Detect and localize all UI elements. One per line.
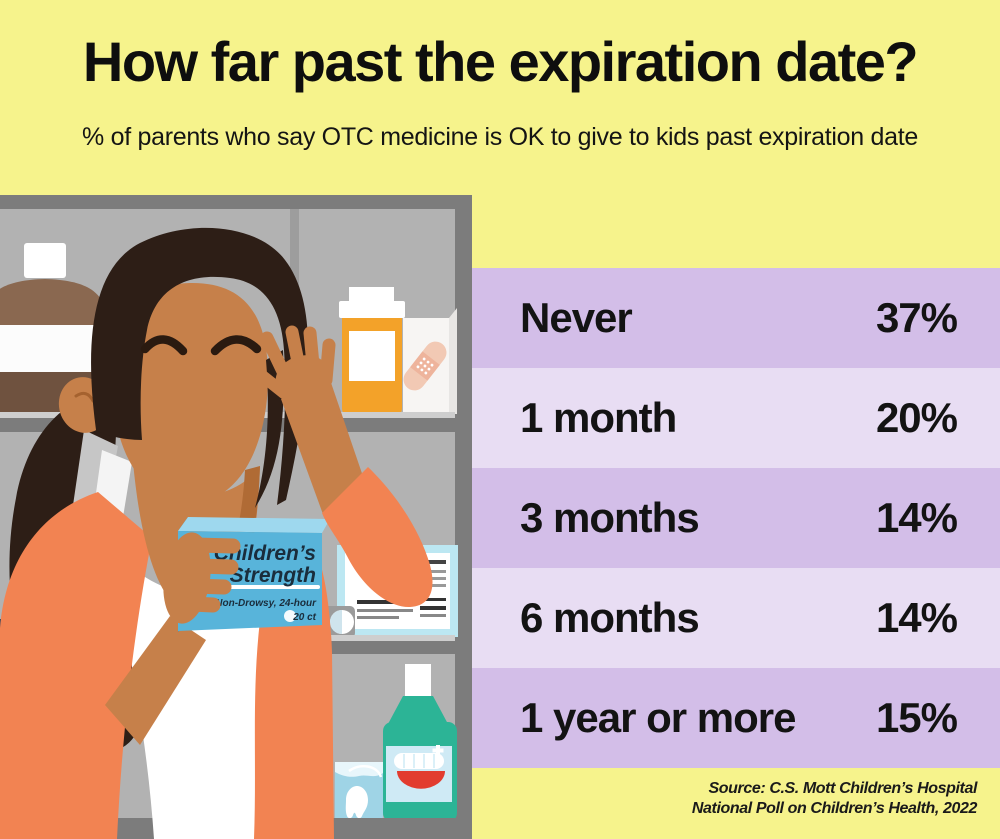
mouthwash-bottle	[383, 664, 457, 822]
pill-icon	[284, 610, 296, 622]
medicine-box-title-line2: Strength	[230, 564, 316, 587]
row-label: 3 months	[520, 494, 700, 541]
left-forearm	[105, 616, 206, 745]
pill-bottle	[339, 287, 405, 415]
row-label: 1 year or more	[520, 694, 796, 741]
right-hand	[260, 325, 336, 389]
table-row: Never 37%	[472, 268, 1000, 368]
row-label: 1 month	[520, 394, 677, 441]
bandage-box	[403, 308, 457, 414]
row-value: 14%	[875, 594, 958, 641]
row-value: 20%	[875, 394, 958, 441]
row-value: 14%	[875, 494, 958, 541]
table-row: 3 months 14%	[472, 468, 1000, 568]
bandage-icon	[403, 341, 447, 391]
closed-eyes	[140, 335, 262, 356]
medicine-box-count: 20 ct	[292, 612, 316, 623]
floss-box	[335, 762, 383, 820]
left-hand	[163, 532, 241, 624]
medicine-box-subtext: Non-Drowsy, 24-hour	[215, 598, 317, 609]
hair	[91, 227, 309, 506]
medicine-box: Children’s Strength Non-Drowsy, 24-hour …	[178, 517, 330, 632]
tooth-icon	[345, 786, 368, 819]
row-label: 6 months	[520, 594, 700, 641]
row-value: 37%	[875, 294, 958, 341]
woman-medicine-cabinet-illustration: Children’s Strength Non-Drowsy, 24-hour …	[0, 195, 472, 839]
cardigan-sleeve	[322, 467, 433, 608]
row-label: Never	[520, 294, 633, 341]
source-attribution: Source: C.S. Mott Children’s Hospital Na…	[691, 779, 978, 819]
table-row: 1 month 20%	[472, 368, 1000, 468]
source-line2: National Poll on Children’s Health, 2022	[691, 800, 978, 817]
page-subtitle: % of parents who say OTC medicine is OK …	[82, 123, 918, 151]
raised-arm	[254, 325, 433, 608]
table-row: 1 year or more 15%	[472, 668, 1000, 768]
source-line1: Source: C.S. Mott Children’s Hospital	[708, 780, 978, 797]
page-title: How far past the expiration date?	[82, 30, 919, 93]
table-row: 6 months 14%	[472, 568, 1000, 668]
cardigan-left	[0, 492, 152, 839]
results-table: Never 37% 1 month 20% 3 months 14% 6 mon…	[472, 268, 1000, 768]
row-value: 15%	[875, 694, 958, 741]
woman	[0, 227, 334, 839]
smile-icon	[397, 771, 445, 789]
